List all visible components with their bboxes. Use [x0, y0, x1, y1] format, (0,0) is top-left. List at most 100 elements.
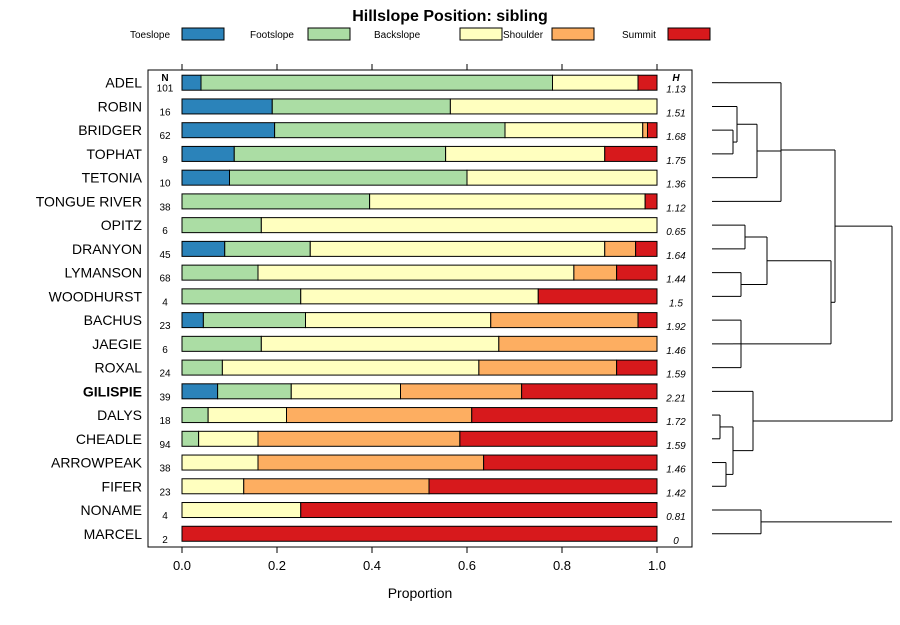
x-tick-label: 0.2	[268, 558, 286, 573]
row-n: 101	[157, 84, 174, 95]
row-n: 16	[159, 107, 171, 118]
x-tick-label: 0.4	[363, 558, 381, 573]
row-h: 1.75	[666, 156, 686, 167]
row-label: ADEL	[105, 75, 142, 91]
bar-row-fifer: FIFER 23 1.42	[102, 478, 686, 499]
plot-frame	[147, 69, 693, 548]
bar-segment-shoulder	[257, 430, 461, 447]
row-h: 0.65	[666, 227, 686, 238]
legend-item-backslope: Backslope	[374, 27, 503, 41]
bar-row-tongue-river: TONGUE RIVER 38 1.12	[36, 193, 686, 214]
row-label: MARCEL	[84, 526, 143, 542]
legend-label: Shoulder	[503, 30, 544, 41]
row-h: 1.64	[666, 251, 686, 262]
bar-segment-backslope	[198, 430, 259, 447]
bar-segment-footslope	[181, 430, 200, 447]
bar-segment-summit	[644, 193, 658, 210]
bar-segment-toeslope	[181, 240, 226, 257]
row-label: BRIDGER	[78, 122, 142, 138]
bar-segment-toeslope	[181, 383, 219, 400]
row-label: ROXAL	[95, 360, 143, 376]
row-n: 23	[159, 487, 171, 498]
row-h: 1.42	[666, 488, 686, 499]
bar-segment-shoulder	[642, 122, 648, 139]
row-n: 4	[162, 297, 168, 308]
bar-row-arrowpeak: ARROWPEAK 38 1.46	[51, 454, 686, 476]
row-n: 18	[159, 416, 171, 427]
x-tick-label: 0.8	[553, 558, 571, 573]
bar-segment-summit	[604, 145, 658, 162]
x-axis-label: Proportion	[388, 585, 453, 601]
row-label: BACHUS	[84, 312, 142, 328]
bar-segment-toeslope	[181, 169, 230, 186]
row-h: 0.81	[666, 512, 685, 523]
row-h: 1.46	[666, 346, 686, 357]
bar-segment-footslope	[181, 193, 371, 210]
row-h: 1.92	[666, 322, 686, 333]
row-h: 0	[673, 536, 679, 547]
bar-segment-summit	[647, 122, 658, 139]
bar-segment-backslope	[221, 359, 480, 376]
legend-swatch	[307, 27, 351, 41]
bar-segment-backslope	[309, 240, 606, 257]
bar-segment-shoulder	[604, 240, 637, 257]
bar-segment-shoulder	[490, 312, 639, 329]
bar-segment-backslope	[552, 74, 639, 91]
legend-swatch	[459, 27, 503, 41]
bar-segment-footslope	[181, 217, 262, 234]
bar-segment-footslope	[181, 288, 302, 305]
row-label: NONAME	[81, 502, 142, 518]
bar-segment-summit	[459, 430, 658, 447]
chart-title: Hillslope Position: sibling	[352, 8, 548, 25]
bar-segment-toeslope	[181, 312, 204, 329]
bar-row-tetonia: TETONIA 10 1.36	[82, 169, 686, 191]
bar-segment-summit	[181, 525, 658, 542]
row-h: 1.59	[666, 441, 686, 452]
bar-segment-shoulder	[243, 478, 430, 495]
bar-row-adel: ADEL 101 1.13	[105, 74, 686, 96]
bar-segment-backslope	[207, 407, 287, 424]
bar-segment-summit	[637, 74, 658, 91]
legend-item-summit: Summit	[622, 27, 711, 41]
row-n: 23	[159, 321, 171, 332]
bar-row-opitz: OPITZ 6 0.65	[101, 217, 686, 238]
bar-segment-summit	[483, 454, 658, 471]
bar-row-tophat: TOPHAT 9 1.75	[87, 145, 686, 167]
bar-segment-toeslope	[181, 122, 276, 139]
bar-segment-shoulder	[286, 407, 473, 424]
row-label: FIFER	[102, 478, 142, 494]
row-h: 1.36	[666, 180, 686, 191]
bar-segment-summit	[428, 478, 658, 495]
row-n: 62	[159, 131, 171, 142]
bar-row-jaegie: JAEGIE 6 1.46	[92, 335, 686, 357]
legend-item-shoulder: Shoulder	[503, 27, 595, 41]
bar-segment-shoulder	[257, 454, 485, 471]
row-n: 10	[159, 179, 171, 190]
bar-segment-summit	[616, 264, 658, 281]
bar-segment-backslope	[181, 478, 245, 495]
row-h: 2.21	[665, 393, 685, 404]
row-n: 9	[162, 155, 168, 166]
row-label: LYMANSON	[64, 265, 142, 281]
bar-row-bridger: BRIDGER 62 1.68	[78, 122, 686, 143]
row-h: 1.12	[666, 203, 686, 214]
bar-segment-footslope	[181, 264, 259, 281]
bar-segment-footslope	[181, 335, 262, 352]
bar-segment-backslope	[466, 169, 658, 186]
legend-label: Footslope	[250, 30, 294, 41]
h-header: H	[672, 73, 680, 84]
row-n: 38	[159, 202, 171, 213]
bar-segment-summit	[300, 502, 658, 519]
bar-segment-backslope	[260, 335, 500, 352]
bar-segment-backslope	[290, 383, 401, 400]
bar-segment-shoulder	[478, 359, 618, 376]
x-tick-label: 1.0	[648, 558, 666, 573]
n-header: N	[161, 73, 168, 84]
bar-segment-backslope	[449, 98, 658, 115]
bar-segment-backslope	[257, 264, 575, 281]
row-label: GILISPIE	[83, 383, 142, 399]
bar-row-woodhurst: WOODHURST 4 1.5	[49, 288, 683, 309]
